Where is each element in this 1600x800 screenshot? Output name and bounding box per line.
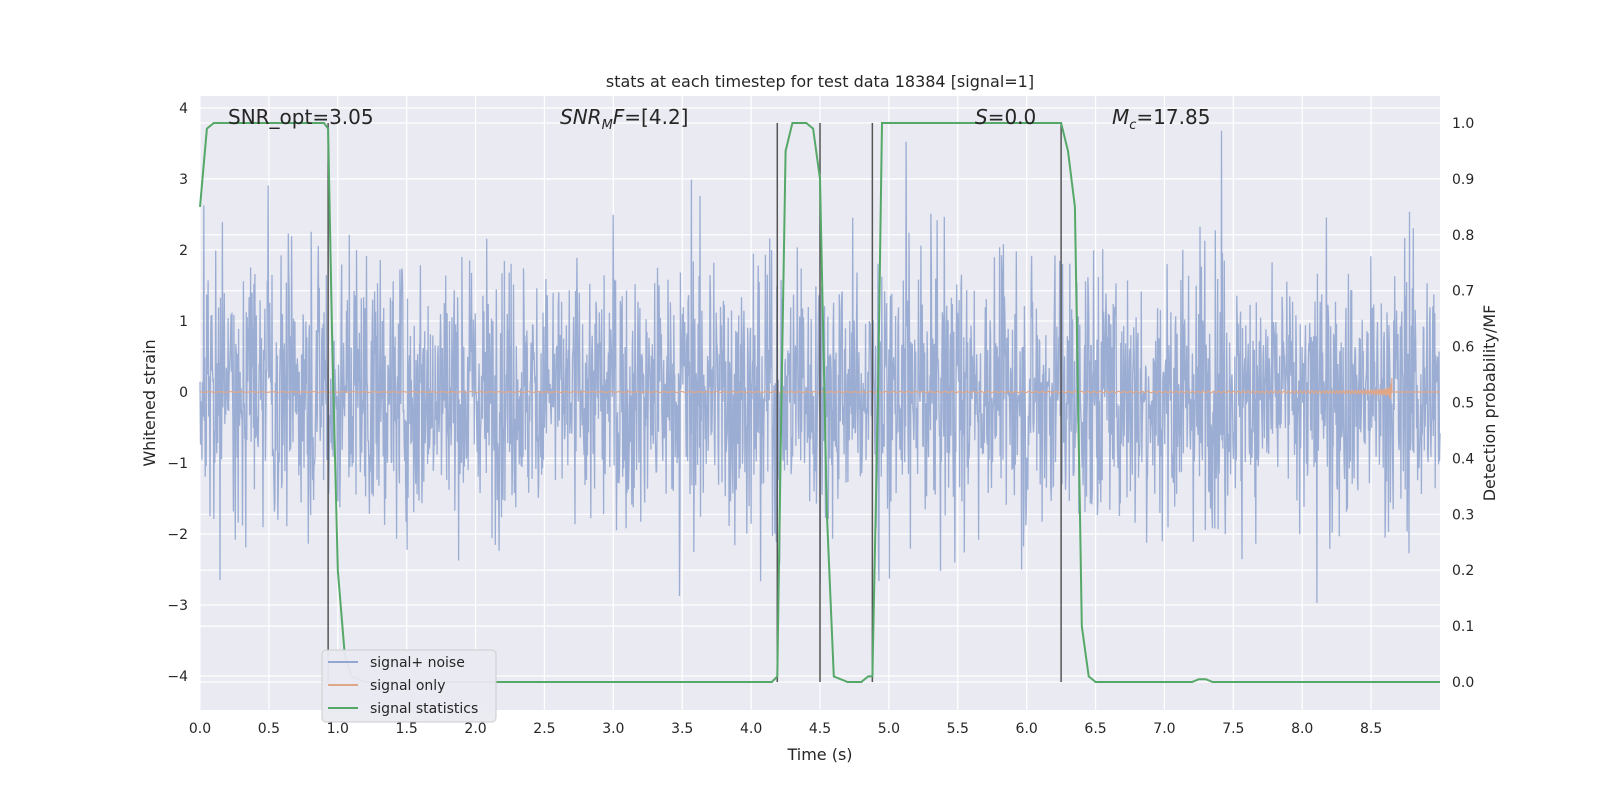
x-tick-label: 2.0 xyxy=(464,721,486,737)
signal-statistics-series xyxy=(199,122,1440,683)
x-tick-label: 6.5 xyxy=(1084,721,1106,737)
right-y-tick-labels: 1.0 0.9 0.8 0.7 0.6 0.5 0.4 0.3 0.2 0.1 0.0 xyxy=(1452,116,1474,691)
right-y-tick-label: 0.8 xyxy=(1452,228,1474,244)
right-y-tick-label: 0.6 xyxy=(1452,340,1474,356)
left-y-tick-label: −2 xyxy=(167,527,188,543)
y-axis-label-right: Detection probability/MF xyxy=(1480,305,1499,502)
left-y-tick-label: 2 xyxy=(179,243,188,259)
x-tick-label: 7.5 xyxy=(1222,721,1244,737)
right-y-tick-label: 0.9 xyxy=(1452,172,1474,188)
left-y-tick-label: 0 xyxy=(179,385,188,401)
x-tick-label: 0.5 xyxy=(258,721,280,737)
annotation-snr-opt: SNR_opt=3.05 xyxy=(228,105,374,129)
annotation-s: S=0.0 xyxy=(975,105,1036,129)
x-tick-label: 4.5 xyxy=(809,721,831,737)
x-tick-label: 3.0 xyxy=(602,721,624,737)
right-y-tick-label: 0.4 xyxy=(1452,451,1474,467)
right-y-tick-label: 1.0 xyxy=(1452,116,1474,132)
x-tick-labels: 0.0 0.5 1.0 1.5 2.0 2.5 3.0 3.5 4.0 4.5 5.0 5.5 6.0 6… xyxy=(189,721,1382,737)
left-y-tick-label: −1 xyxy=(167,456,188,472)
left-y-tick-label: −3 xyxy=(167,598,188,614)
right-y-tick-label: 0.1 xyxy=(1452,619,1474,635)
y-axis-label-left: Whitened strain xyxy=(140,339,159,466)
signal-statistics-line xyxy=(199,122,1440,683)
legend-label-signal: signal only xyxy=(370,678,445,694)
left-y-tick-label: 3 xyxy=(179,172,188,188)
right-y-tick-label: 0.5 xyxy=(1452,396,1474,412)
x-tick-label: 6.0 xyxy=(1016,721,1038,737)
x-tick-label: 5.5 xyxy=(947,721,969,737)
legend-label-noise: signal+ noise xyxy=(370,655,465,671)
left-y-tick-label: 4 xyxy=(179,101,188,117)
left-y-tick-label: −4 xyxy=(167,669,188,685)
left-y-tick-label: 1 xyxy=(179,314,188,330)
legend-label-stats: signal statistics xyxy=(370,701,478,717)
x-tick-label: 7.0 xyxy=(1153,721,1175,737)
right-y-tick-label: 0.2 xyxy=(1452,563,1474,579)
right-y-tick-label: 0.0 xyxy=(1452,675,1474,691)
x-tick-label: 1.5 xyxy=(396,721,418,737)
signal-only-line xyxy=(199,378,1440,400)
right-y-tick-label: 0.3 xyxy=(1452,507,1474,523)
x-axis-label: Time (s) xyxy=(786,745,852,764)
annotation-mc: Mc=17.85 xyxy=(1112,105,1210,133)
x-tick-label: 5.0 xyxy=(878,721,900,737)
x-tick-label: 3.5 xyxy=(671,721,693,737)
right-y-tick-label: 0.7 xyxy=(1452,284,1474,300)
signal-only-series xyxy=(199,378,1440,400)
annotation-snr-mf: SNRMF=[4.2] xyxy=(560,105,688,133)
chart-title: stats at each timestep for test data 183… xyxy=(606,72,1034,91)
x-tick-label: 4.0 xyxy=(740,721,762,737)
left-y-tick-labels: 4 3 2 1 0 −1 −2 −3 −4 xyxy=(167,101,188,685)
x-tick-label: 0.0 xyxy=(189,721,211,737)
x-tick-label: 8.5 xyxy=(1360,721,1382,737)
x-tick-label: 2.5 xyxy=(533,721,555,737)
legend: signal+ noise signal only signal statist… xyxy=(321,649,497,723)
x-tick-label: 1.0 xyxy=(327,721,349,737)
x-tick-label: 8.0 xyxy=(1291,721,1313,737)
